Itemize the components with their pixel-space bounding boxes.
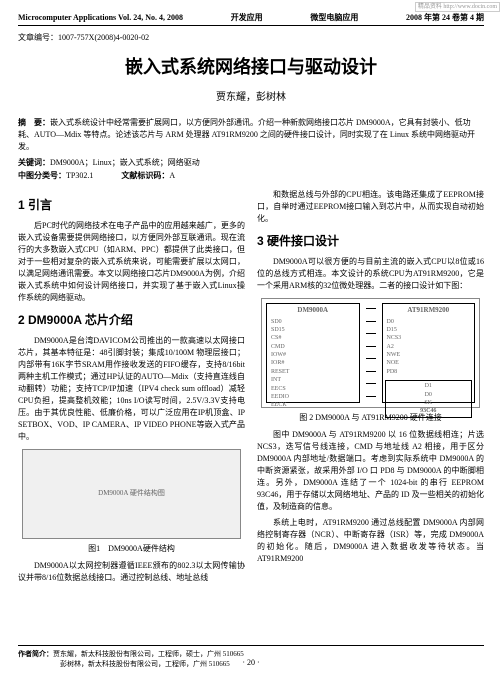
pin: SK — [387, 399, 471, 407]
keywords-text: DM9000A；Linux；嵌入式系统；网络驱动 — [50, 158, 200, 167]
chip-right-title: AT91RM9200 — [385, 306, 473, 316]
page-header: Microcomputer Applications Vol. 24, No. … — [18, 12, 484, 26]
pin: NOE — [387, 359, 399, 367]
pin: RESET — [271, 368, 289, 376]
page-number: · 20 · — [18, 657, 484, 668]
right-column: 和数据总线与外部的CPU相连。该电路还集成了EEPROM接口，自举时通过EEPR… — [257, 189, 484, 588]
keywords: 关键词：DM9000A；Linux；嵌入式系统；网络驱动 — [18, 157, 484, 168]
pin: D0 — [387, 318, 394, 326]
pin: A2 — [387, 343, 394, 351]
section-1-heading: 1 引言 — [18, 197, 245, 214]
figure-1: DM9000A 硬件结构图 — [22, 449, 241, 539]
pin: EECK — [271, 401, 287, 409]
abstract: 摘 要：嵌入式系统设计中经常需要扩展网口，以方便同外部通讯。介绍一种新款网络接口… — [18, 117, 484, 153]
figure-1-placeholder: DM9000A 硬件结构图 — [98, 489, 165, 499]
para: 系统上电时，AT91RM9200 通过总线配置 DM9000A 内部网络控制寄存… — [257, 517, 484, 565]
article-id: 文章编号：1007-757X(2008)4-0020-02 — [18, 32, 484, 43]
para: DM9000A以太网控制器遵循IEEE颁布的802.3以太网传输协议并带8/16… — [18, 560, 245, 584]
body-columns: 1 引言 后PC时代的网络技术在电子产品中的应用越来越广，更多的嵌入式设备需要提… — [18, 189, 484, 588]
source-badge: 精品资料 http://www.docin.com — [415, 2, 500, 12]
pin: EEDIO — [271, 393, 289, 401]
pin: INT — [271, 376, 281, 384]
pin: IOR# — [271, 359, 284, 367]
classify-label-b: 文献标识码： — [121, 171, 169, 180]
classify-a: TP302.1 — [66, 171, 93, 180]
left-column: 1 引言 后PC时代的网络技术在电子产品中的应用越来越广，更多的嵌入式设备需要提… — [18, 189, 245, 588]
classification: 中图分类号：TP302.1 文献标识码：A — [18, 170, 484, 181]
header-center: 开发应用 — [231, 12, 263, 23]
header-right-b: 2008 年第 24 卷第 4 期 — [406, 12, 484, 23]
pin: CMD — [271, 343, 285, 351]
figure-1-caption: 图1 DM9000A硬件结构 — [18, 543, 245, 554]
para: 后PC时代的网络技术在电子产品中的应用越来越广，更多的嵌入式设备需要提供网络接口… — [18, 220, 245, 304]
abstract-label: 摘 要： — [18, 118, 50, 127]
section-2-heading: 2 DM9000A 芯片介绍 — [18, 312, 245, 329]
chip-left: DM9000A SD0 SD15 CS# CMD IOW# IOR# RESET… — [266, 303, 360, 403]
pin: IOW# — [271, 351, 286, 359]
header-right-a: 微型电脑应用 — [310, 12, 358, 23]
pin: PD8 — [387, 368, 398, 376]
pin: SD15 — [271, 326, 285, 334]
pin: EECS — [271, 385, 286, 393]
para: 和数据总线与外部的CPU相连。该电路还集成了EEPROM接口，自举时通过EEPR… — [257, 189, 484, 225]
section-3-heading: 3 硬件接口设计 — [257, 233, 484, 250]
pin: NWE — [387, 351, 401, 359]
bus-lines — [366, 303, 376, 403]
author-footer: 作者简介：贾东耀，新太科技股份有限公司，工程师，硕士，广州 510665 彭树林… — [18, 645, 484, 670]
classify-label-a: 中图分类号： — [18, 171, 66, 180]
pin: CS# — [271, 334, 281, 342]
pin: D15 — [387, 326, 397, 334]
pin: D0 — [387, 391, 471, 399]
paper-title: 嵌入式系统网络接口与驱动设计 — [18, 55, 484, 80]
para: DM9000A可以很方便的与目前主流的嵌入式CPU以8位或16位的总线方式相连。… — [257, 256, 484, 292]
keywords-label: 关键词： — [18, 158, 50, 167]
para: 图中 DM9000A 与 AT91RM9200 以 16 位数据线相连；片选 N… — [257, 429, 484, 513]
classify-b: A — [169, 171, 175, 180]
pin: NCS3 — [387, 334, 402, 342]
abstract-text: 嵌入式系统设计中经常需要扩展网口，以方便同外部通讯。介绍一种新款网络接口芯片 D… — [18, 118, 475, 151]
header-left: Microcomputer Applications Vol. 24, No. … — [18, 12, 183, 23]
paper-authors: 贾东耀，彭树林 — [18, 91, 484, 105]
para: DM9000A是台湾DAVICOM公司推出的一款高速以太网接口芯片，其基本特征是… — [18, 335, 245, 443]
chip-left-title: DM9000A — [269, 306, 357, 316]
figure-2: DM9000A SD0 SD15 CS# CMD IOW# IOR# RESET… — [261, 298, 480, 408]
chip-right: AT91RM9200 D0 D15 NCS3 A2 NWE NOE PD8 D1… — [382, 303, 476, 403]
pin: SD0 — [271, 318, 282, 326]
pin: D1 — [387, 382, 471, 390]
